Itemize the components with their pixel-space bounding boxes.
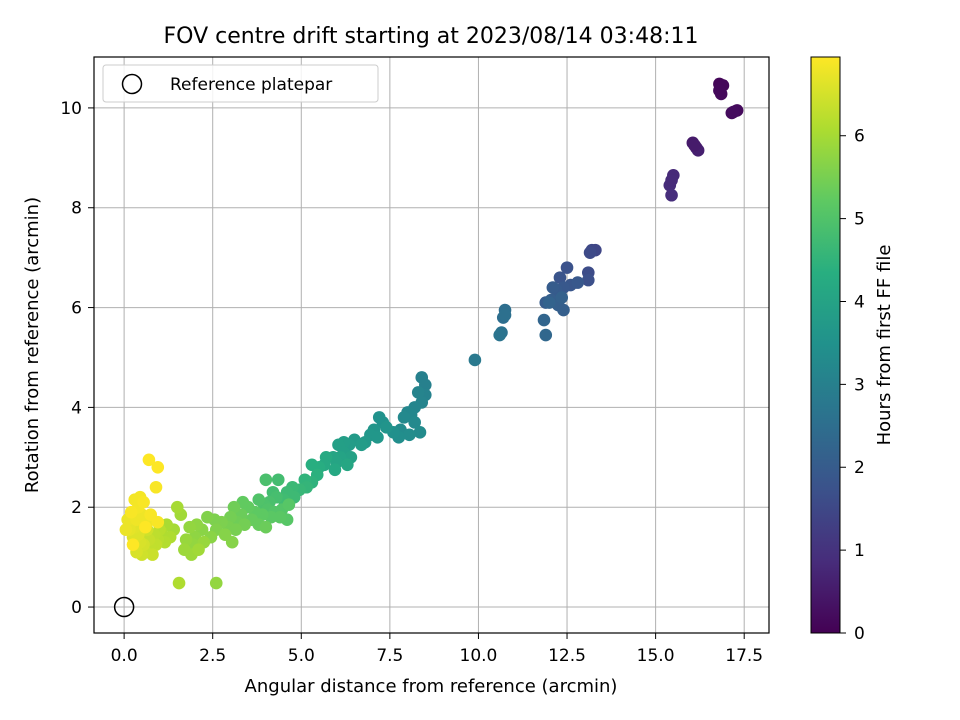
- data-point: [252, 493, 266, 507]
- data-point: [305, 458, 319, 472]
- x-tick-label-0: 0.0: [111, 646, 138, 666]
- data-point: [555, 291, 569, 304]
- data-point: [413, 426, 427, 439]
- colorbar-tick-label-4: 4: [854, 292, 865, 312]
- colorbar-label: Hours from first FF file: [874, 245, 895, 446]
- data-point: [341, 458, 354, 472]
- data-point: [137, 495, 150, 509]
- y-tick-label-3: 6: [71, 299, 82, 319]
- x-tick-label-6: 15.0: [637, 646, 675, 666]
- data-point: [139, 520, 152, 534]
- y-tick-label-4: 8: [71, 199, 82, 219]
- data-point: [119, 523, 133, 536]
- data-point: [192, 543, 205, 556]
- data-point: [583, 246, 597, 259]
- data-point: [172, 576, 186, 590]
- data-point: [665, 188, 678, 202]
- data-point: [581, 273, 595, 287]
- data-point: [273, 510, 287, 524]
- data-point: [328, 463, 342, 477]
- data-point: [271, 473, 285, 487]
- x-tick-label-5: 12.5: [548, 646, 586, 666]
- x-tick-label-3: 7.5: [376, 646, 403, 666]
- y-tick-label-0: 0: [71, 598, 82, 618]
- x-tick-label-4: 10.0: [460, 646, 498, 666]
- data-point: [170, 500, 184, 514]
- x-axis-ticks: 0.0 2.5 5.0 7.5 10.0 12.5 15.0 17.5: [111, 633, 763, 666]
- data-point: [665, 173, 678, 187]
- data-point: [688, 139, 701, 152]
- colorbar-gradient: [810, 56, 841, 634]
- data-point: [126, 538, 140, 551]
- data-point: [411, 386, 425, 399]
- data-point: [179, 533, 193, 546]
- data-point: [553, 271, 567, 284]
- plot-area-frame: [93, 56, 770, 634]
- data-point: [408, 416, 421, 429]
- data-points: [119, 77, 744, 590]
- colorbar-tick-label-0: 0: [854, 624, 865, 644]
- data-point: [537, 313, 551, 327]
- data-point: [371, 431, 384, 444]
- data-point: [151, 515, 165, 529]
- x-axis-label: Angular distance from reference (arcmin): [245, 676, 618, 697]
- data-point: [227, 500, 241, 514]
- data-point: [149, 480, 163, 494]
- data-point: [403, 428, 416, 442]
- colorbar-tick-label-1: 1: [854, 541, 865, 561]
- y-tick-label-5: 10: [60, 99, 82, 119]
- y-tick-label-1: 2: [71, 498, 82, 518]
- data-point: [225, 535, 239, 549]
- x-tick-label-1: 2.5: [199, 646, 226, 666]
- chart-title: FOV centre drift starting at 2023/08/14 …: [164, 24, 699, 49]
- data-point: [183, 520, 196, 534]
- data-point: [557, 303, 570, 317]
- y-axis-label: Rotation from reference (arcmin): [22, 197, 43, 493]
- colorbar-tick-label-5: 5: [854, 210, 865, 230]
- data-point: [259, 520, 273, 534]
- data-point: [380, 421, 393, 434]
- colorbar-tick-label-3: 3: [854, 375, 865, 395]
- data-point: [468, 353, 482, 367]
- data-point: [282, 498, 296, 512]
- data-point: [498, 308, 512, 322]
- data-point: [229, 523, 243, 536]
- y-axis-ticks: 0 2 4 6 8 10: [60, 99, 94, 618]
- legend-box: [102, 64, 379, 103]
- data-point: [151, 460, 165, 474]
- data-point: [142, 453, 156, 467]
- colorbar-ticks: 0 1 2 3 4 5 6: [840, 127, 865, 644]
- legend-reference-marker: [121, 73, 143, 95]
- reference-platepar-marker: [113, 596, 135, 618]
- data-point: [560, 261, 574, 274]
- data-point: [713, 84, 726, 97]
- data-point: [727, 105, 740, 119]
- y-tick-label-2: 4: [71, 398, 82, 418]
- data-point: [571, 276, 584, 289]
- colorbar-tick-label-6: 6: [854, 127, 865, 147]
- grid-lines: [94, 57, 769, 633]
- data-point: [539, 328, 553, 342]
- colorbar: 0 1 2 3 4 5 6 Hours from first FF file: [810, 56, 895, 644]
- data-point: [259, 473, 273, 487]
- legend: Reference platepar: [102, 64, 379, 103]
- data-point: [493, 328, 507, 342]
- x-tick-label-2: 5.0: [288, 646, 315, 666]
- data-point: [355, 438, 368, 452]
- data-point: [209, 576, 223, 590]
- data-point: [124, 505, 138, 519]
- data-point: [372, 411, 386, 424]
- data-point: [397, 411, 411, 424]
- legend-entry-reference-platepar: Reference platepar: [170, 75, 332, 95]
- data-point: [543, 296, 556, 309]
- x-tick-label-7: 17.5: [725, 646, 763, 666]
- data-point: [146, 548, 159, 561]
- data-point: [546, 281, 560, 294]
- data-point: [201, 510, 214, 524]
- colorbar-tick-label-2: 2: [854, 458, 865, 478]
